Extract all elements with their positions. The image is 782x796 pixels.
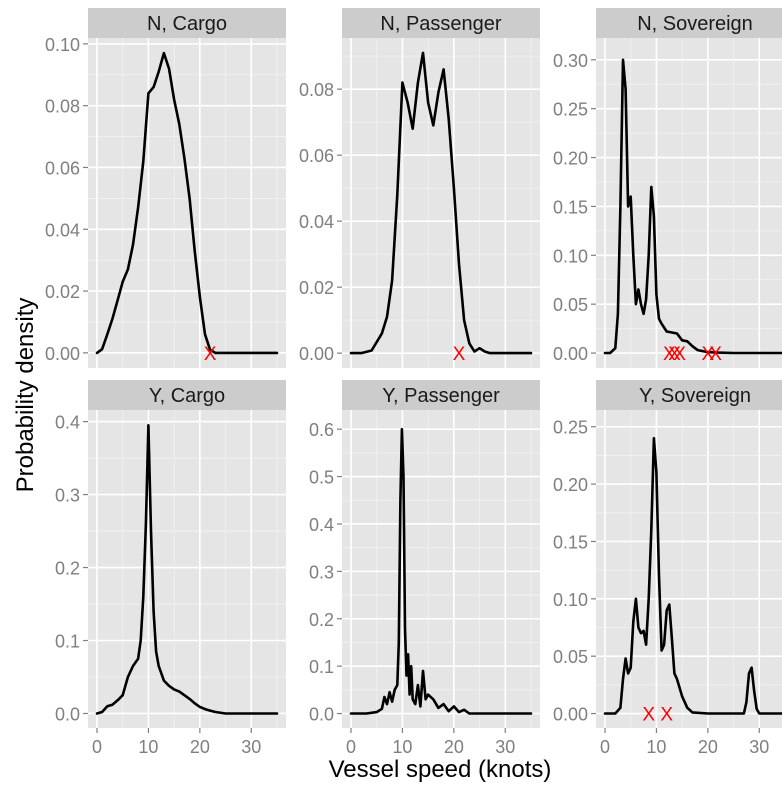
facet-strip bbox=[342, 380, 540, 410]
y-tick-label: 0.25 bbox=[553, 100, 588, 120]
y-tick-label: 0.06 bbox=[299, 146, 334, 166]
y-tick-label: 0.15 bbox=[553, 197, 588, 217]
y-tick-label: 0.6 bbox=[309, 420, 334, 440]
facet-strip bbox=[342, 8, 540, 38]
facet-title: Y, Sovereign bbox=[639, 385, 751, 407]
y-tick-label: 0.30 bbox=[553, 51, 588, 71]
plot-background bbox=[88, 410, 286, 728]
y-tick-label: 0.00 bbox=[45, 344, 80, 364]
y-tick-label: 0.2 bbox=[309, 610, 334, 630]
y-tick-label: 0.00 bbox=[553, 344, 588, 364]
y-tick-label: 0.3 bbox=[55, 486, 80, 506]
x-tick-label: 30 bbox=[241, 737, 261, 757]
x-tick-label: 10 bbox=[392, 737, 412, 757]
facet-strip bbox=[596, 8, 782, 38]
x-axis-label: Vessel speed (knots) bbox=[329, 756, 552, 783]
facet-title: N, Passenger bbox=[380, 13, 502, 35]
y-tick-label: 0.04 bbox=[299, 212, 334, 232]
facet-title: Y, Passenger bbox=[382, 385, 500, 407]
facet-panel: N, Passenger 0.00 0.02 0.04 0.06 0.08 X bbox=[299, 8, 540, 368]
plot-background bbox=[596, 38, 782, 368]
y-tick-label: 0.00 bbox=[553, 705, 588, 725]
x-tick-label: 20 bbox=[698, 737, 718, 757]
density-line bbox=[95, 51, 279, 355]
y-axis-label: Probability density bbox=[12, 298, 39, 493]
y-tick-label: 0.4 bbox=[55, 413, 80, 433]
y-tick-label: 0.0 bbox=[309, 705, 334, 725]
y-tick-label: 0.05 bbox=[553, 647, 588, 667]
density-line bbox=[349, 427, 533, 715]
density-line bbox=[603, 58, 782, 355]
facet-strip bbox=[88, 8, 286, 38]
y-tick-label: 0.10 bbox=[553, 246, 588, 266]
observation-marker: X bbox=[453, 344, 466, 365]
y-tick-label: 0.10 bbox=[45, 35, 80, 55]
observation-marker: X bbox=[642, 705, 655, 726]
y-tick-label: 0.1 bbox=[55, 632, 80, 652]
facet-title: N, Cargo bbox=[147, 13, 227, 35]
facet-panel: Y, Cargo 0.0 0.1 0.2 0.3 0.4 0 10 20 30 bbox=[55, 380, 286, 757]
y-tick-label: 0.08 bbox=[299, 80, 334, 100]
observation-marker: X bbox=[663, 344, 676, 365]
facet-strip bbox=[596, 380, 782, 410]
density-line bbox=[95, 424, 279, 715]
plot-background bbox=[88, 38, 286, 368]
y-tick-label: 0.1 bbox=[309, 657, 334, 677]
facet-panel: N, Cargo 0.00 0.02 0.04 0.06 0.08 0.10 X bbox=[45, 8, 286, 368]
density-line bbox=[603, 436, 782, 715]
y-tick-label: 0.3 bbox=[309, 562, 334, 582]
observation-marker: X bbox=[660, 705, 673, 726]
y-tick-label: 0.15 bbox=[553, 532, 588, 552]
x-tick-label: 30 bbox=[749, 737, 769, 757]
plot-background bbox=[342, 38, 540, 368]
plot-background bbox=[596, 410, 782, 728]
facet-title: N, Sovereign bbox=[637, 13, 753, 35]
y-tick-label: 0.05 bbox=[553, 295, 588, 315]
y-tick-label: 0.20 bbox=[553, 149, 588, 169]
x-tick-label: 20 bbox=[190, 737, 210, 757]
facet-strip bbox=[88, 380, 286, 410]
x-tick-label: 20 bbox=[444, 737, 464, 757]
facet-panel: Y, Sovereign 0.00 0.05 0.10 0.15 0.20 0.25 0 10 2… bbox=[553, 380, 782, 757]
x-tick-label: 0 bbox=[92, 737, 102, 757]
observation-marker: X bbox=[204, 344, 217, 365]
x-tick-label: 30 bbox=[495, 737, 515, 757]
y-tick-label: 0.04 bbox=[45, 220, 80, 240]
y-tick-label: 0.06 bbox=[45, 158, 80, 178]
observation-marker: X bbox=[668, 344, 681, 365]
x-tick-label: 0 bbox=[346, 737, 356, 757]
y-tick-label: 0.08 bbox=[45, 97, 80, 117]
observation-marker: X bbox=[673, 344, 686, 365]
y-tick-label: 0.20 bbox=[553, 475, 588, 495]
x-tick-label: 10 bbox=[646, 737, 666, 757]
density-line bbox=[349, 51, 533, 355]
y-tick-label: 0.0 bbox=[55, 704, 80, 724]
y-tick-label: 0.02 bbox=[45, 282, 80, 302]
facet-panel: Y, Passenger 0.0 0.1 0.2 0.3 0.4 0.5 0.6 0 10 20 30 bbox=[309, 380, 540, 757]
x-tick-label: 10 bbox=[138, 737, 158, 757]
observation-marker: X bbox=[702, 344, 715, 365]
plot-background bbox=[342, 410, 540, 728]
y-tick-label: 0.10 bbox=[553, 590, 588, 610]
y-tick-label: 0.4 bbox=[309, 515, 334, 535]
y-tick-label: 0.02 bbox=[299, 278, 334, 298]
y-tick-label: 0.00 bbox=[299, 344, 334, 364]
facet-title: Y, Cargo bbox=[149, 385, 225, 407]
y-tick-label: 0.25 bbox=[553, 418, 588, 438]
observation-marker: X bbox=[709, 344, 722, 365]
y-tick-label: 0.2 bbox=[55, 559, 80, 579]
y-tick-label: 0.5 bbox=[309, 468, 334, 488]
x-tick-label: 0 bbox=[600, 737, 610, 757]
facet-panel: N, Sovereign 0.00 0.05 0.10 0.15 0.20 0.25 0.30… bbox=[553, 8, 782, 368]
